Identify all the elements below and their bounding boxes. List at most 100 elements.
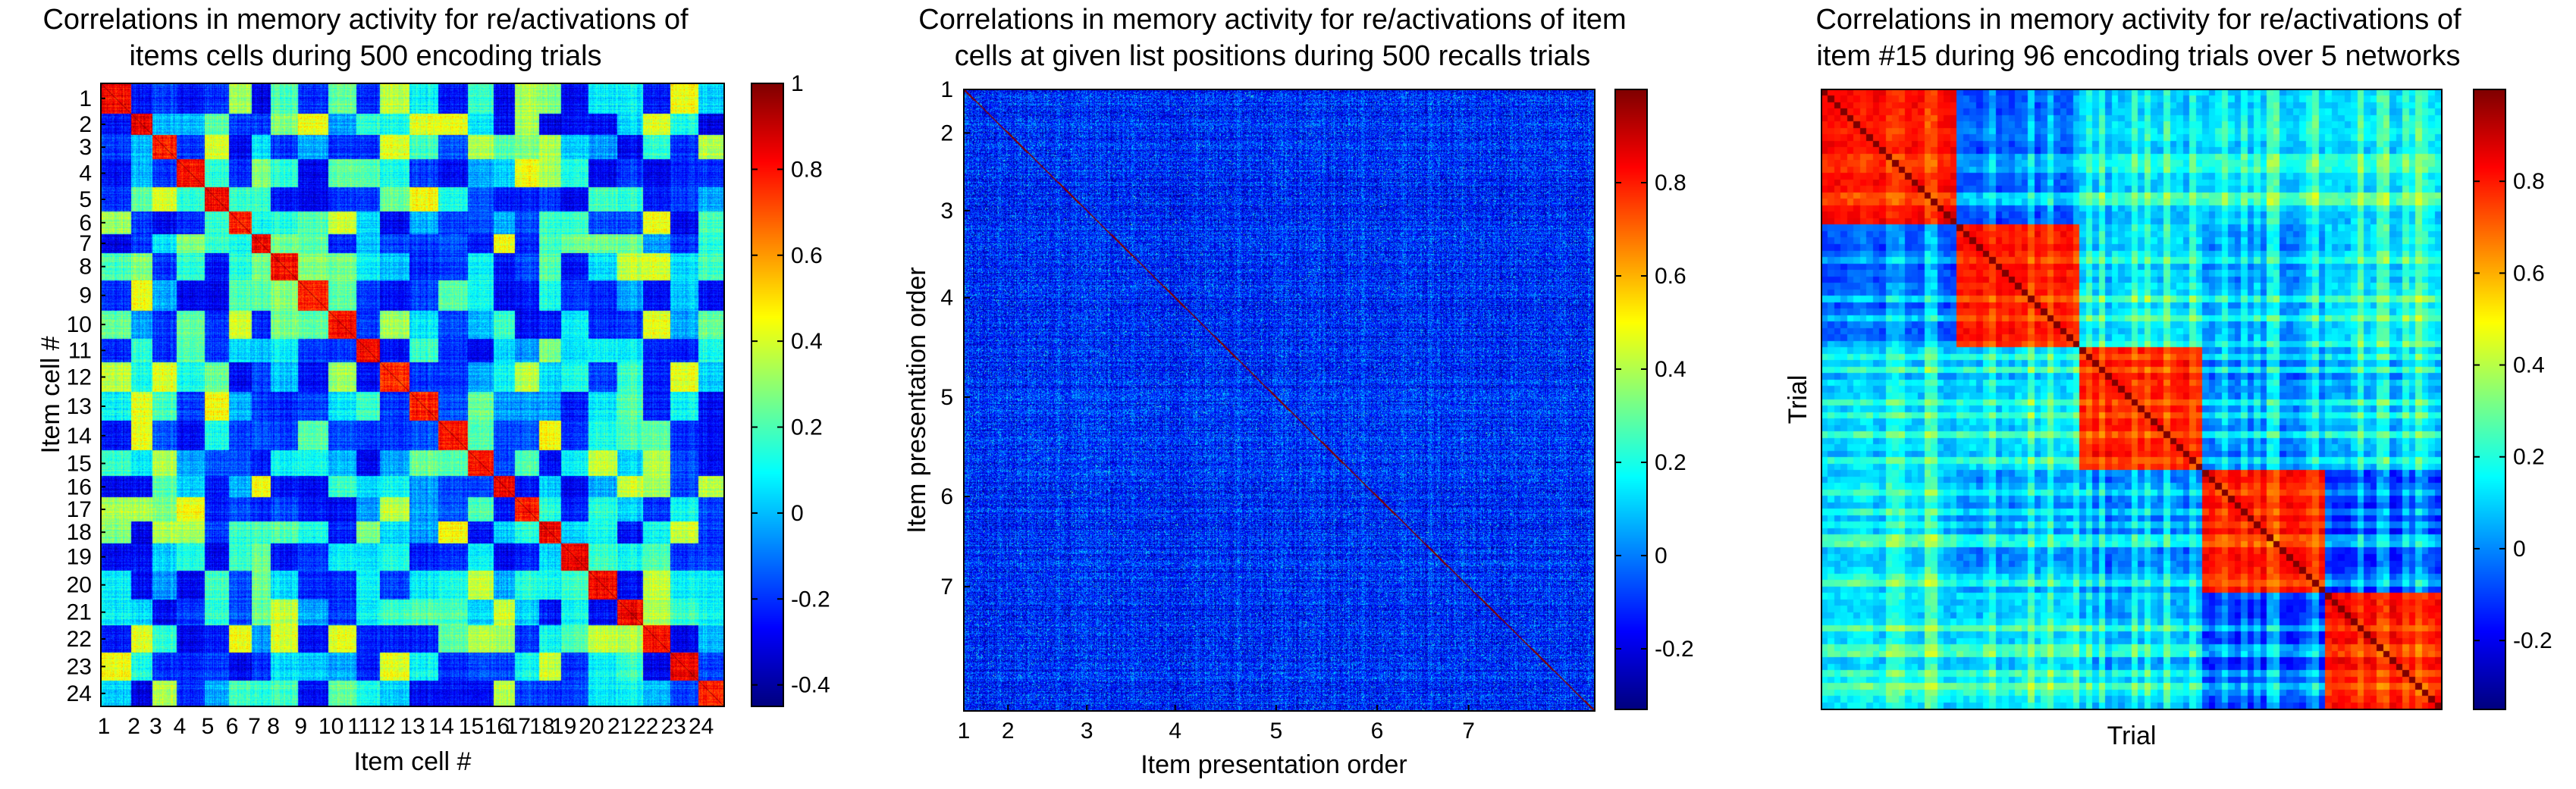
x-tick-label: 20 <box>579 714 604 739</box>
panel-2-title-line-2: cells at given list positions during 500… <box>955 40 1591 72</box>
x-tick-label: 16 <box>485 714 510 739</box>
x-tick-label: 2 <box>127 714 140 739</box>
panel-2-y-label: Item presentation order <box>902 267 931 534</box>
y-tick-label: 22 <box>67 627 92 652</box>
y-tick-label: 8 <box>79 255 92 280</box>
colorbar-tick-label: -0.4 <box>791 673 830 698</box>
x-tick-label: 23 <box>660 714 686 739</box>
panel-1-colorbar <box>751 83 783 706</box>
y-tick-label: 6 <box>940 484 953 509</box>
colorbar-tick-label: -0.2 <box>1655 637 1694 662</box>
panel-item-15-networks: Correlations in memory activity for re/a… <box>1784 4 2552 750</box>
y-tick-label: 2 <box>940 121 953 146</box>
x-tick-label: 19 <box>551 714 576 739</box>
colorbar-tick-label: 0.2 <box>2513 445 2545 470</box>
panel-2-colorbar-frame <box>1614 89 1648 710</box>
y-tick-label: 7 <box>940 575 953 600</box>
x-tick-label: 22 <box>633 714 658 739</box>
panel-3-colorbar-frame <box>2473 89 2506 710</box>
panel-2-axes-frame <box>963 89 1595 712</box>
y-tick-label: 12 <box>67 365 92 390</box>
y-tick-label: 14 <box>67 424 92 449</box>
y-tick-label: 9 <box>79 283 92 308</box>
panel-3-y-label: Trial <box>1784 375 1812 424</box>
y-tick-label: 23 <box>67 654 92 679</box>
panel-1-axes-frame <box>100 83 725 707</box>
colorbar-tick-label: 0.8 <box>791 157 823 182</box>
x-tick-label: 1 <box>98 714 111 739</box>
y-tick-label: 3 <box>940 199 953 224</box>
y-tick-label: 5 <box>79 187 92 212</box>
panel-2-x-label: Item presentation order <box>1141 750 1407 779</box>
y-tick-label: 11 <box>68 338 92 363</box>
y-tick-label: 1 <box>79 86 92 111</box>
x-tick-label: 14 <box>428 714 453 739</box>
panel-3-title-line-2: item #15 during 96 encoding trials over … <box>1816 40 2460 72</box>
colorbar-tick-label: 0.6 <box>791 243 823 268</box>
panel-2-heatmap <box>964 89 1595 711</box>
panel-1-x-label: Item cell # <box>354 747 472 776</box>
x-tick-label: 24 <box>689 714 714 739</box>
x-tick-label: 17 <box>506 714 531 739</box>
x-tick-label: 11 <box>347 714 371 739</box>
x-tick-label: 8 <box>267 714 280 739</box>
y-tick-label: 4 <box>940 286 953 311</box>
panel-1-y-label: Item cell # <box>36 336 65 453</box>
panel-2-x-tick-labels: 1 2 3 4 5 6 7 <box>958 705 1475 744</box>
colorbar-tick-label: 0.6 <box>1655 264 1686 289</box>
y-tick-label: 1 <box>940 77 953 102</box>
y-tick-label: 5 <box>940 385 953 410</box>
y-tick-label: 4 <box>79 161 92 186</box>
x-tick-label: 4 <box>1169 719 1181 744</box>
x-tick-label: 10 <box>318 714 344 739</box>
x-tick-label: 21 <box>607 714 632 739</box>
x-tick-label: 6 <box>1371 719 1384 744</box>
x-tick-label: 6 <box>226 714 239 739</box>
x-tick-label: 5 <box>202 714 215 739</box>
colorbar-tick-label: 0.2 <box>1655 450 1686 475</box>
panel-3-title-line-1: Correlations in memory activity for re/a… <box>1815 4 2461 36</box>
x-tick-label: 13 <box>400 714 425 739</box>
y-tick-label: 16 <box>67 474 92 499</box>
panel-2-title-line-1: Correlations in memory activity for re/a… <box>918 4 1626 36</box>
x-tick-label: 2 <box>1002 719 1015 744</box>
x-tick-label: 3 <box>1081 719 1093 744</box>
panel-1-title-line-1: Correlations in memory activity for re/a… <box>42 4 689 36</box>
y-tick-label: 2 <box>79 112 92 137</box>
x-tick-label: 12 <box>370 714 395 739</box>
x-tick-label: 15 <box>459 714 484 739</box>
panel-1-colorbar-ticks: 1 0.8 0.6 0.4 0.2 0 -0.2 -0.4 <box>751 71 830 698</box>
colorbar-tick-label: -0.2 <box>2513 628 2552 653</box>
x-tick-label: 1 <box>958 719 971 744</box>
panel-1-heatmap <box>101 83 724 706</box>
y-tick-label: 17 <box>67 497 92 522</box>
panel-2-y-tick-labels: 1 2 3 4 5 6 7 <box>940 77 970 600</box>
panel-2-colorbar <box>1615 89 1647 709</box>
x-tick-label: 5 <box>1269 719 1282 744</box>
x-tick-label: 9 <box>294 714 307 739</box>
panel-3-heatmap <box>1821 89 2442 709</box>
y-tick-label: 6 <box>79 211 92 236</box>
panel-3-x-label: Trial <box>2107 722 2157 750</box>
panel-3-axes-frame <box>1821 89 2443 710</box>
y-tick-label: 18 <box>67 520 92 545</box>
y-tick-label: 10 <box>67 312 92 337</box>
x-tick-label: 18 <box>529 714 554 739</box>
panel-2-colorbar-ticks: 0.8 0.6 0.4 0.2 0 -0.2 <box>1615 171 1694 662</box>
x-tick-label: 7 <box>248 714 261 739</box>
y-tick-label: 3 <box>79 135 92 160</box>
panel-1-colorbar-frame <box>751 83 784 707</box>
y-tick-label: 19 <box>67 545 92 570</box>
y-tick-label: 15 <box>67 451 92 476</box>
panel-list-positions: Correlations in memory activity for re/a… <box>902 4 1694 779</box>
colorbar-tick-label: 0 <box>2513 537 2526 562</box>
colorbar-tick-label: 0.4 <box>2513 353 2545 378</box>
y-tick-label: 7 <box>79 231 92 256</box>
x-tick-label: 4 <box>174 714 187 739</box>
colorbar-tick-label: 0 <box>791 501 804 526</box>
panel-3-colorbar <box>2474 89 2505 709</box>
y-tick-label: 13 <box>67 394 92 419</box>
y-tick-label: 21 <box>67 600 92 625</box>
colorbar-tick-label: 0.8 <box>2513 169 2545 194</box>
